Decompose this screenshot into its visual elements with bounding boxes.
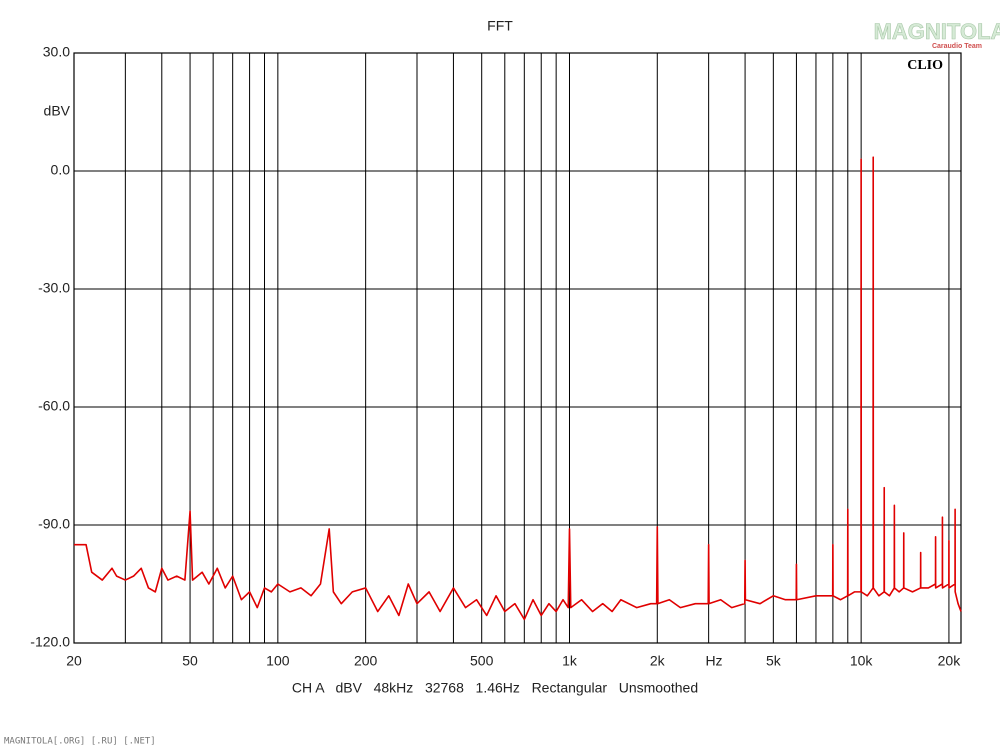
y-tick-label: -120.0 [30,634,70,650]
y-tick-label: 0.0 [51,162,71,178]
y-tick-label: -90.0 [38,516,70,532]
x-tick-label: 50 [182,653,198,669]
footer: CH A dBV 48kHz 32768 1.46Hz Rectangular … [292,680,698,696]
y-axis-label: dBV [44,103,71,119]
watermark-sub: Caraudio Team [932,43,982,50]
y-tick-label: -60.0 [38,398,70,414]
x-tick-label: 1k [562,653,578,669]
chart-title: FFT [487,18,513,34]
x-tick-label: 10k [850,653,874,669]
x-tick-label: 5k [766,653,782,669]
x-tick-label: 200 [354,653,378,669]
plot-frame [73,52,962,644]
y-tick-label: -30.0 [38,280,70,296]
watermark: MAGNITOLA [874,19,1000,44]
x-tick-label: 100 [266,653,290,669]
x-tick-label: 20 [66,653,82,669]
x-tick-label: 20k [938,653,962,669]
x-axis-label: Hz [705,653,722,669]
spectrum-line [74,156,962,621]
x-tick-label: 2k [650,653,666,669]
site-caption: MAGNITOLA[.ORG] [.RU] [.NET] [4,737,156,747]
y-tick-label: 30.0 [43,44,70,60]
x-tick-label: 500 [470,653,494,669]
brand-label: CLIO [907,58,943,73]
